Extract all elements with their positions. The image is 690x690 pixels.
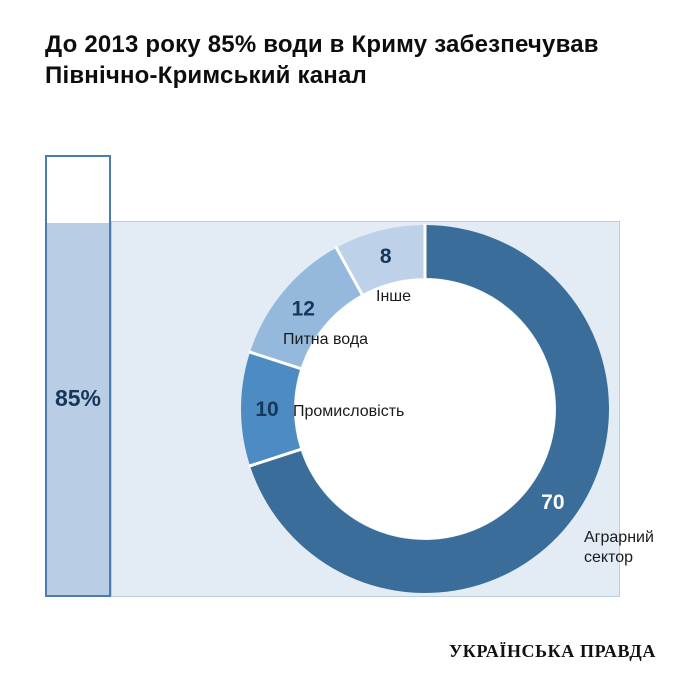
donut-segment <box>250 225 609 593</box>
publisher-logo: УКРАЇНСЬКА ПРАВДА <box>448 641 656 661</box>
donut-value-label: 10 <box>255 398 278 421</box>
donut-hole <box>294 278 556 540</box>
segment-separator <box>334 246 364 296</box>
donut-segment <box>240 352 301 466</box>
donut-value-label: 70 <box>541 491 564 514</box>
water-level-bar: 85% <box>45 155 111 597</box>
label-other: Інше <box>376 288 412 305</box>
label-drinking-water: Питна вода <box>283 331 369 348</box>
label-agrarian-sector: Аграрний сектор <box>584 529 654 566</box>
chart-title: До 2013 року 85% води в Криму забезпечув… <box>45 31 599 89</box>
segment-separator <box>248 350 302 371</box>
label-industry: Промисловість <box>293 403 405 420</box>
donut-value-label: 8 <box>380 245 392 268</box>
water-level-fill <box>47 222 109 595</box>
donut-value-label: 12 <box>292 297 315 320</box>
donut-segment <box>250 247 362 369</box>
water-level-percent-label: 85% <box>54 385 102 411</box>
segment-separator <box>248 447 302 468</box>
donut-segment <box>336 225 425 295</box>
